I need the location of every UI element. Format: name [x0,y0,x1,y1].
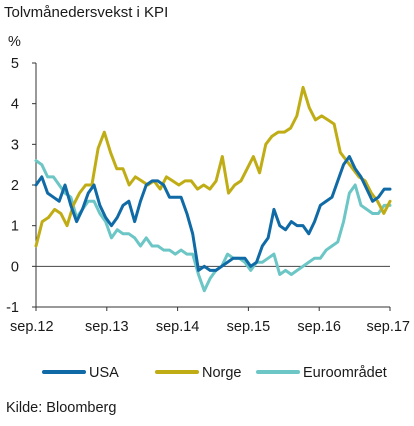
series-line-norge [34,85,392,248]
x-tick-label: sep.14 [156,319,200,335]
legend-label: Euroområdet [303,365,387,381]
chart-title: Tolvmånedersvekst i KPI [4,4,168,21]
y-axis-unit-label: % [8,34,21,50]
x-tick-label: sep.17 [366,319,410,335]
y-tick-label: 2 [11,178,19,194]
x-tick-label: sep.15 [227,319,271,335]
x-tick-label: sep.13 [85,319,129,335]
y-tick-label: 4 [11,97,19,113]
series-layer [34,85,392,293]
y-tick-label: 1 [11,219,19,235]
y-tick-label: 0 [11,259,19,275]
x-tick-label: sep.12 [10,319,54,335]
legend-label: Norge [202,365,242,381]
y-tick-label: 5 [11,56,19,72]
series-line-usa [34,155,392,272]
y-tick-label: -1 [6,300,19,316]
series-line-euroområdet [34,159,392,293]
legend: USA Norge Euroområdet [42,365,387,381]
y-tick-label: 3 [11,137,19,153]
source-note: Kilde: Bloomberg [6,400,116,416]
legend-label: USA [89,365,119,381]
axes: -1 0 1 2 3 4 5 sep.12 sep.13 sep.14 sep.15 sep.16 se… [6,56,410,335]
x-tick-label: sep.16 [297,319,341,335]
